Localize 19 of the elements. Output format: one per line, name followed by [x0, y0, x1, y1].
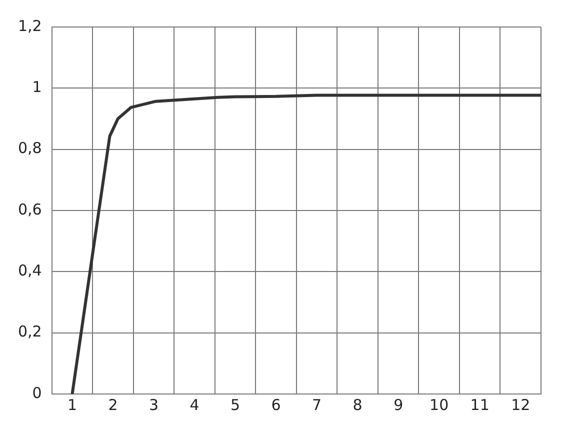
x-tick-label: 2: [108, 396, 118, 414]
x-tick-label: 6: [271, 396, 281, 414]
x-tick-label: 1: [67, 396, 78, 414]
y-tick-label: 0,4: [18, 262, 42, 280]
y-tick-label: 0,8: [18, 139, 42, 158]
y-tick-label: 1: [32, 78, 42, 96]
y-tick-label: 0,6: [18, 200, 42, 218]
x-tick-label: 3: [148, 396, 159, 414]
x-tick-label: 10: [430, 396, 449, 414]
x-tick-label: 4: [190, 396, 200, 414]
y-tick-label: 0,2: [18, 322, 42, 341]
x-tick-label: 9: [394, 396, 404, 414]
x-tick-label: 12: [511, 396, 530, 414]
y-tick-label: 0: [32, 384, 42, 402]
y-tick-label: 1,2: [18, 16, 42, 35]
x-tick-label: 8: [352, 396, 362, 414]
x-tick-label: 11: [470, 396, 490, 414]
x-tick-label: 5: [230, 396, 240, 414]
x-tick-label: 7: [312, 396, 322, 414]
